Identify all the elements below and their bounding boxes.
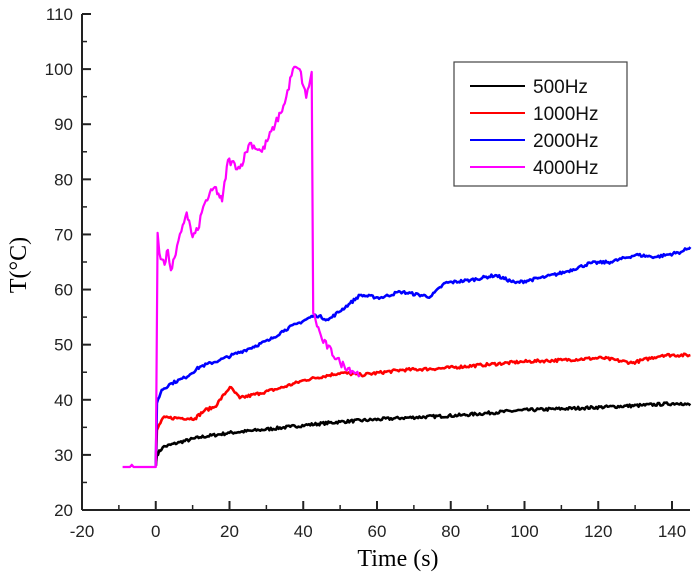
series-line-500hz [154,401,692,467]
x-axis-ticks: -20 0 20 40 60 80 100 120 140 [70,501,686,541]
legend: 500Hz 1000Hz 2000Hz 4000Hz [453,61,628,187]
y-tick-label: 80 [54,170,73,189]
y-axis-title: T(°C) [6,237,32,293]
y-tick-label: 70 [54,225,73,244]
legend-label: 2000Hz [533,131,599,152]
legend-box [453,61,628,187]
x-tick-label: 80 [441,522,460,541]
legend-label: 500Hz [533,77,588,98]
x-tick-label: 140 [658,522,686,541]
series-line-1000hz [154,352,691,466]
axes: 20 30 40 50 60 70 80 90 100 110 -20 0 20 40 60 80 100 12… [45,5,690,541]
y-tick-label: 90 [54,115,73,134]
x-tick-label: 60 [368,522,387,541]
y-tick-label: 20 [54,501,73,520]
x-axis-title: Time (s) [357,546,438,572]
y-axis-ticks: 20 30 40 50 60 70 80 90 100 110 [45,5,91,520]
y-tick-label: 40 [54,391,73,410]
series-line-2000hz [154,246,692,466]
x-tick-label: 120 [584,522,612,541]
x-tick-label: 20 [220,522,239,541]
series-layer [122,65,692,469]
legend-items: 500Hz 1000Hz 2000Hz 4000Hz [470,77,599,179]
y-tick-label: 100 [45,60,73,79]
x-tick-label: 0 [151,522,160,541]
y-tick-label: 50 [54,336,73,355]
y-tick-label: 60 [54,281,73,300]
legend-label: 4000Hz [533,158,599,179]
y-tick-label: 30 [54,446,73,465]
x-tick-label: 100 [510,522,538,541]
series-line-4000hz [122,65,361,469]
legend-label: 1000Hz [533,104,599,125]
y-tick-label: 110 [46,5,73,24]
x-tick-label: -20 [70,522,95,541]
x-tick-label: 40 [294,522,313,541]
